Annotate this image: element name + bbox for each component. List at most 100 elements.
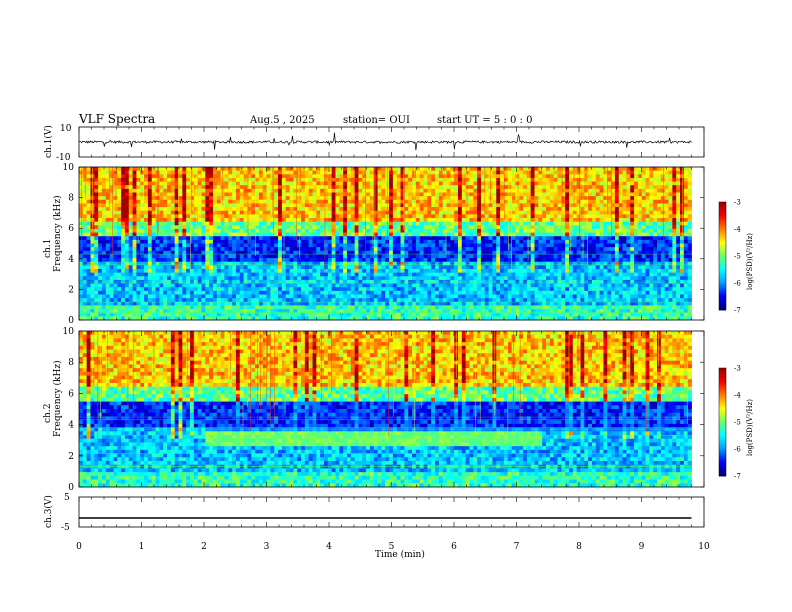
ch1-colorbar-swatch bbox=[719, 284, 726, 287]
ch1-colorbar-swatch bbox=[719, 270, 726, 273]
ch1-colorbar-swatch bbox=[719, 263, 726, 266]
x-tick-label: 0 bbox=[76, 542, 82, 552]
ch1-spec-ytick: 2 bbox=[68, 285, 74, 295]
ch1-colorbar-swatch bbox=[719, 229, 726, 232]
ch1-colorbar-swatch bbox=[719, 202, 726, 205]
ch2-spec-ytick: 6 bbox=[68, 389, 74, 399]
ch1-spec-ytick: 4 bbox=[68, 255, 74, 265]
ch2-colorbar-swatch bbox=[719, 396, 726, 399]
ch1-colorbar-swatch bbox=[719, 232, 726, 235]
ch1-ytick-bottom: -10 bbox=[56, 153, 71, 163]
ch1-spec-ytick: 10 bbox=[63, 163, 75, 173]
ch1-colorbar-swatch bbox=[719, 245, 726, 248]
ch1-waveform-panel: 10 -10 ch.1(V) bbox=[43, 124, 705, 163]
ch2-colorbar-swatch bbox=[719, 407, 726, 410]
ch1-colorbar-swatch bbox=[719, 272, 726, 275]
ch1-spec-channel-label: ch.1 bbox=[43, 239, 53, 258]
ch2-colorbar-swatch bbox=[719, 429, 726, 432]
ch1-colorbar-swatch bbox=[719, 299, 726, 302]
ch1-colorbar-swatch bbox=[719, 274, 726, 277]
x-tick-label: 3 bbox=[264, 542, 270, 552]
ch1-spec-ylabel: Frequency (kHz) bbox=[52, 195, 63, 272]
ch2-colorbar-swatch bbox=[719, 447, 726, 450]
ch1-colorbar-swatch bbox=[719, 256, 726, 259]
ch1-colorbar-swatch bbox=[719, 275, 726, 278]
ch1-colorbar-swatch bbox=[719, 238, 726, 241]
ch1-colorbar-swatch bbox=[719, 304, 726, 307]
x-tick-label: 1 bbox=[139, 542, 145, 552]
ch1-colorbar-swatch bbox=[719, 209, 726, 212]
ch1-colorbar-swatch bbox=[719, 283, 726, 286]
ch1-colorbar-swatch bbox=[719, 225, 726, 228]
x-tick-label: 5 bbox=[389, 542, 395, 552]
ch2-colorbar-swatch bbox=[719, 454, 726, 457]
ch2-colorbar-swatch bbox=[719, 387, 726, 390]
ch1-colorbar-swatch bbox=[719, 261, 726, 264]
ch1-colorbar-swatch bbox=[719, 212, 726, 215]
ch1-colorbar-swatch bbox=[719, 259, 726, 262]
date-label: Aug.5 , 2025 bbox=[249, 115, 315, 126]
ch2-spec-ytick: 10 bbox=[63, 327, 75, 337]
ch2-colorbar-swatch bbox=[719, 382, 726, 385]
station-label: station= OUI bbox=[343, 115, 410, 126]
ch1-spec-ytick: 8 bbox=[68, 194, 74, 204]
ch1-colorbar-swatch bbox=[719, 254, 726, 257]
ch2-colorbar-swatch bbox=[719, 461, 726, 464]
ch2-colorbar-swatch bbox=[719, 378, 726, 381]
ch2-colorbar-swatch bbox=[719, 411, 726, 414]
ch1-colorbar-swatch bbox=[719, 252, 726, 255]
ch1-colorbar-swatch bbox=[719, 223, 726, 226]
ch2-spec-ylabel: Frequency (kHz) bbox=[52, 360, 63, 437]
ch2-colorbar-swatch bbox=[719, 375, 726, 378]
ch3-ytick-top: 5 bbox=[64, 493, 70, 503]
ch1-colorbar-swatch bbox=[719, 247, 726, 250]
ch2-colorbar-swatch bbox=[719, 452, 726, 455]
ch1-colorbar-swatch bbox=[719, 221, 726, 224]
ch3-ylabel: ch.3(V) bbox=[43, 495, 54, 528]
ch2-spec-channel-label: ch.2 bbox=[43, 404, 53, 423]
ch1-colorbar-tick: -5 bbox=[734, 253, 741, 261]
ch2-colorbar-swatch bbox=[719, 468, 726, 471]
ch1-colorbar-swatch bbox=[719, 243, 726, 246]
ch1-colorbar-swatch bbox=[719, 230, 726, 233]
ch2-colorbar-swatch bbox=[719, 470, 726, 473]
ch1-colorbar-swatch bbox=[719, 297, 726, 300]
ch1-colorbar-swatch bbox=[719, 293, 726, 296]
x-tick-label: 9 bbox=[639, 542, 645, 552]
ch1-colorbar-swatch bbox=[719, 205, 726, 208]
ch2-colorbar-swatch bbox=[719, 472, 726, 475]
x-tick-marks bbox=[78, 127, 705, 527]
ch1-spec-ytick: 0 bbox=[68, 316, 74, 326]
ch1-colorbar-swatch bbox=[719, 306, 726, 309]
ch1-colorbar-swatch bbox=[719, 288, 726, 291]
ch2-colorbar-swatch bbox=[719, 384, 726, 387]
ch2-colorbar-swatch bbox=[719, 380, 726, 383]
ch2-colorbar-tick: -5 bbox=[734, 419, 741, 427]
ch3-panel: 5 -5 ch.3(V) bbox=[43, 493, 705, 533]
ch2-colorbar-swatch bbox=[719, 377, 726, 380]
ch2-colorbar-swatch bbox=[719, 395, 726, 398]
ch1-colorbar-swatch bbox=[719, 266, 726, 269]
ch2-colorbar-swatch bbox=[719, 459, 726, 462]
ch2-spec-ytick: 8 bbox=[68, 358, 74, 368]
ch2-colorbar-swatch bbox=[719, 425, 726, 428]
ch2-colorbar-swatch bbox=[719, 474, 726, 477]
ch1-colorbar-swatch bbox=[719, 292, 726, 295]
ch2-colorbar-swatch bbox=[719, 422, 726, 425]
ch2-colorbar-swatch bbox=[719, 413, 726, 416]
ch3-ytick-bottom: -5 bbox=[61, 523, 70, 533]
ch2-colorbar-swatch bbox=[719, 456, 726, 459]
ch1-colorbar-tick: -3 bbox=[734, 199, 741, 207]
ch2-colorbar-swatch bbox=[719, 393, 726, 396]
ch2-colorbar-swatch bbox=[719, 414, 726, 417]
ch1-colorbar-tick: -7 bbox=[734, 307, 741, 315]
ch2-colorbar-swatch bbox=[719, 458, 726, 461]
ch2-colorbar-swatch bbox=[719, 443, 726, 446]
ch2-colorbar-swatch bbox=[719, 423, 726, 426]
ch1-colorbar-swatch bbox=[719, 290, 726, 293]
ch1-colorbar-swatch bbox=[719, 227, 726, 230]
ch1-colorbar-swatch bbox=[719, 239, 726, 242]
ch2-colorbar-swatch bbox=[719, 371, 726, 374]
ch2-spec-ytick: 2 bbox=[68, 452, 74, 462]
